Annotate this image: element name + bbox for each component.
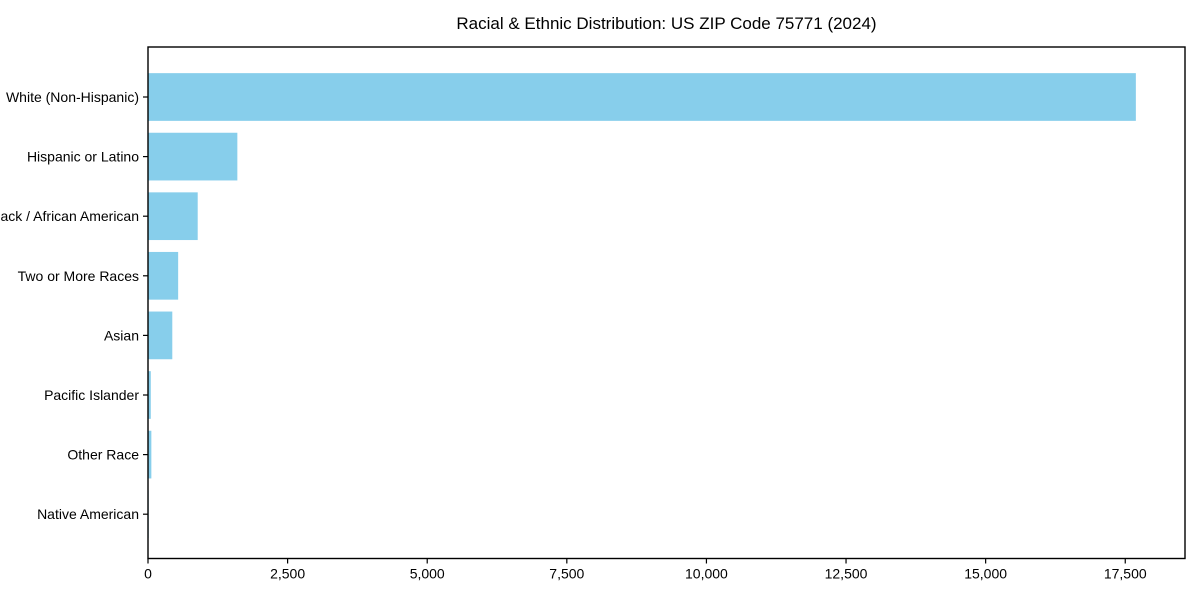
chart-title: Racial & Ethnic Distribution: US ZIP Cod… xyxy=(456,14,876,33)
x-tick-label-15-000: 15,000 xyxy=(964,566,1007,582)
bar-pacific-islander xyxy=(148,371,151,419)
axes-group: White (Non-Hispanic) Hispanic or Latino Bl… xyxy=(0,46,1186,582)
y-tick-label-hispanic-or-latino: Hispanic or Latino xyxy=(27,149,139,165)
y-tick-label-other-race: Other Race xyxy=(67,447,139,463)
y-tick-label-native-american: Native American xyxy=(37,506,139,522)
bar-hispanic-or-latino xyxy=(148,132,238,181)
y-tick-label-pacific-islander: Pacific Islander xyxy=(44,387,139,403)
x-tick-label-17-500: 17,500 xyxy=(1104,566,1147,582)
bar-other-race xyxy=(148,430,152,479)
bar-black-african-american xyxy=(148,192,198,241)
x-tick-label-5-000: 5,000 xyxy=(410,566,445,582)
plot-border xyxy=(147,46,1186,560)
y-tick-label-white-non-hispanic: White (Non-Hispanic) xyxy=(6,89,139,105)
y-tick-label-black-african-american: Black / African American xyxy=(0,208,139,224)
x-tick-label-0: 0 xyxy=(144,566,152,582)
x-tick-label-10-000: 10,000 xyxy=(685,566,728,582)
y-tick-label-two-or-more-races: Two or More Races xyxy=(18,268,139,284)
bar-white-non-hispanic xyxy=(148,73,1136,121)
bar-asian xyxy=(148,311,173,360)
bar-two-or-more-races xyxy=(148,251,179,300)
x-tick-label-2-500: 2,500 xyxy=(270,566,305,582)
x-tick-label-12-500: 12,500 xyxy=(825,566,868,582)
y-tick-label-asian: Asian xyxy=(104,327,139,343)
bars-group xyxy=(148,73,1136,539)
x-tick-label-7-500: 7,500 xyxy=(549,566,584,582)
